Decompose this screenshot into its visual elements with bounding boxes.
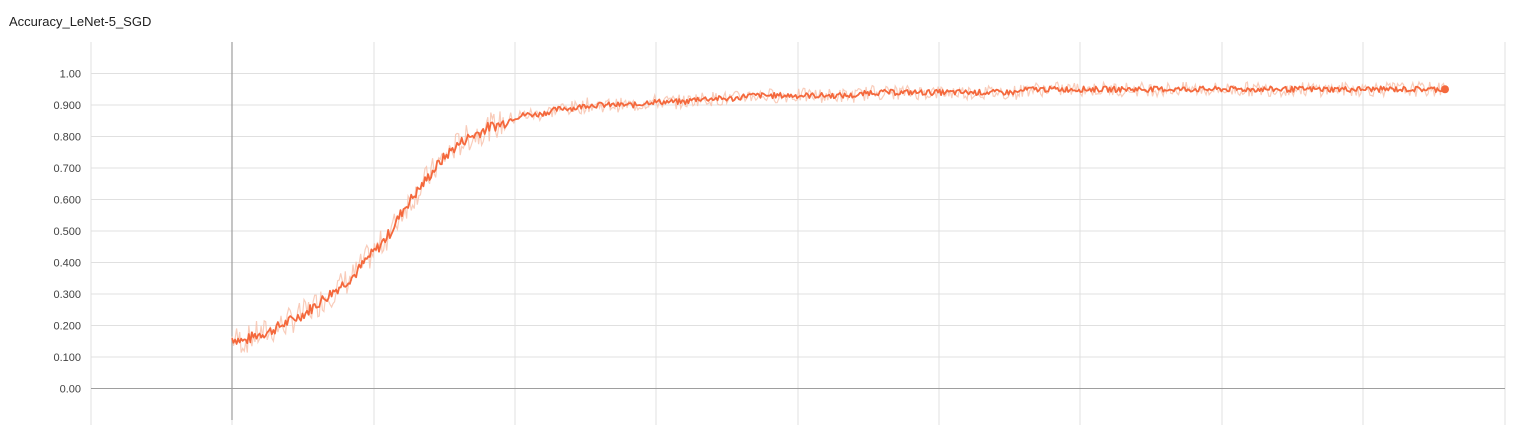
axes (90, 42, 1506, 425)
series-last-point (1441, 85, 1449, 94)
y-tick-label: 1.00 (60, 69, 81, 81)
chart-title: Accuracy_LeNet-5_SGD (9, 14, 152, 29)
y-tick-label: 0.800 (53, 132, 81, 144)
y-tick-label: 0.700 (53, 163, 81, 175)
y-tick-label: 0.500 (53, 226, 81, 238)
y-tick-label: 0.00 (60, 384, 81, 396)
y-tick-label: 0.400 (53, 258, 81, 270)
y-tick-label: 0.300 (53, 289, 81, 301)
series-raw-line (231, 80, 1446, 353)
grid (90, 42, 1506, 420)
y-tick-label: 0.600 (53, 195, 81, 207)
y-tick-label: 0.900 (53, 100, 81, 112)
y-tick-label: 0.100 (53, 352, 81, 364)
y-tick-labels: 0.00 0.100 0.200 0.300 0.400 0.500 0.600 0.700 0… (53, 69, 81, 396)
series-group (231, 80, 1449, 353)
y-tick-label: 0.200 (53, 321, 81, 333)
series-smoothed-line (231, 85, 1446, 345)
